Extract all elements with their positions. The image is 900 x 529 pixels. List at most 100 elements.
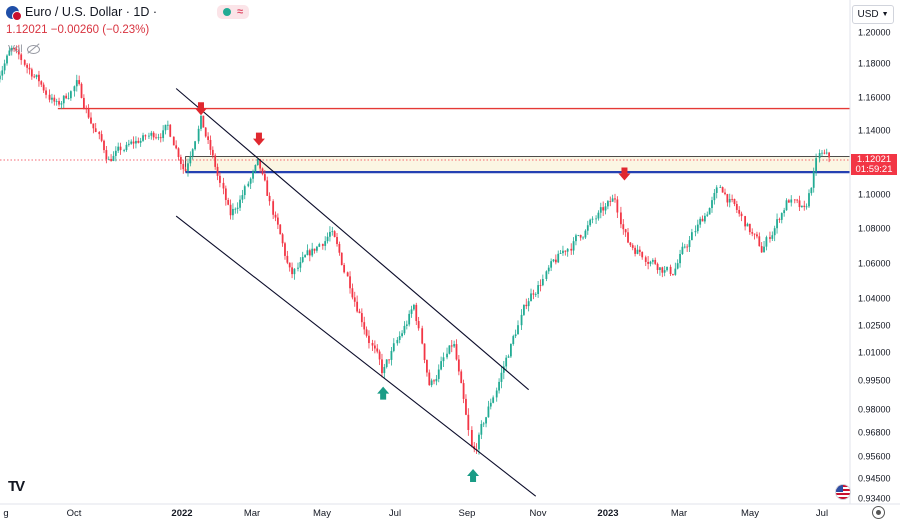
hidden-eye-icon[interactable] (26, 44, 40, 54)
candle (15, 45, 18, 54)
candle-body (721, 187, 724, 193)
candle (821, 150, 823, 157)
candle-body (453, 344, 456, 347)
candle-body (669, 266, 672, 275)
candle-body (620, 212, 622, 225)
candle-body (437, 369, 440, 379)
candle (758, 232, 761, 247)
candle (541, 274, 544, 287)
candle-body (48, 94, 51, 100)
candle (318, 242, 321, 248)
candle (23, 59, 26, 67)
candle-body (748, 223, 751, 233)
candle (53, 94, 56, 106)
candle-body (90, 117, 92, 124)
candle (272, 199, 275, 220)
candle (683, 243, 686, 249)
candle-body (489, 402, 492, 407)
candle-body (209, 139, 212, 150)
candle-body (182, 163, 185, 170)
candle-body (783, 210, 786, 214)
indicator-chip[interactable]: ≈ (216, 5, 250, 19)
y-tick-label: 1.08000 (858, 224, 891, 234)
candle (38, 70, 40, 87)
candle (616, 196, 619, 219)
candle-body (38, 74, 40, 82)
candle-body (236, 207, 239, 209)
candle-body (137, 140, 140, 143)
candle (595, 215, 597, 224)
candle-body (724, 192, 726, 195)
candle-body (331, 231, 334, 233)
us-flag-icon[interactable] (835, 484, 851, 500)
candle-body (708, 208, 711, 215)
candle (805, 203, 808, 210)
candle-body (351, 288, 354, 298)
tradingview-logo-icon[interactable]: TV (8, 478, 25, 495)
candle-body (699, 218, 702, 225)
candle-body (638, 249, 641, 253)
candle (651, 258, 654, 265)
candle (125, 141, 128, 152)
candle-body (241, 195, 244, 200)
candle (798, 195, 801, 211)
candle-body (656, 263, 659, 270)
candle (808, 189, 810, 208)
candle (329, 226, 331, 242)
candle-body (403, 325, 406, 334)
gear-icon[interactable] (872, 506, 885, 519)
candle-body (346, 272, 349, 277)
up-arrow-marker (377, 386, 390, 400)
candle-body (224, 188, 227, 200)
candle (142, 132, 144, 142)
candle-body (239, 199, 241, 208)
candle (724, 188, 726, 196)
candle-body (343, 265, 346, 273)
volume-legend[interactable]: Vol (8, 43, 40, 55)
candle (360, 308, 363, 327)
y-tick-label: 0.96800 (858, 428, 891, 438)
candle-body (622, 224, 625, 230)
candle-body (227, 199, 230, 205)
candle (130, 139, 133, 145)
candle (75, 74, 78, 92)
candle-body (450, 345, 453, 347)
candle-body (627, 232, 629, 243)
currency-selector[interactable]: USD ▼ (852, 5, 894, 24)
candle (150, 130, 153, 140)
candle-body (385, 359, 388, 367)
candle-body (166, 124, 169, 126)
candle-body (455, 344, 458, 360)
symbol-legend[interactable]: Euro / U.S. Dollar · 1D · ≈ (6, 5, 250, 21)
candle (385, 359, 388, 369)
eurusd-flag-icon (6, 5, 22, 21)
candle (455, 339, 458, 361)
candle (321, 243, 324, 250)
candle (620, 206, 622, 229)
candle-body (487, 406, 490, 418)
candle (726, 193, 729, 207)
candle (232, 203, 234, 220)
x-tick-label: Jul (389, 508, 401, 519)
candle-body (318, 244, 321, 247)
candle (597, 210, 600, 221)
candle-body (629, 242, 632, 246)
y-tick-label: 1.18000 (858, 59, 891, 69)
x-tick-label: May (313, 508, 331, 519)
candle-body (316, 246, 318, 251)
candle (800, 205, 803, 208)
candle (450, 340, 453, 353)
candle-body (763, 246, 765, 253)
candle-body (142, 135, 144, 141)
candle-body (396, 339, 399, 344)
candle-body (462, 383, 465, 399)
candle (200, 115, 202, 132)
candle (701, 215, 704, 222)
candle (785, 198, 788, 211)
candle (492, 395, 495, 404)
candle-body (13, 47, 15, 50)
candle-body (252, 171, 254, 179)
candle (202, 115, 205, 128)
candle-body (570, 248, 573, 251)
